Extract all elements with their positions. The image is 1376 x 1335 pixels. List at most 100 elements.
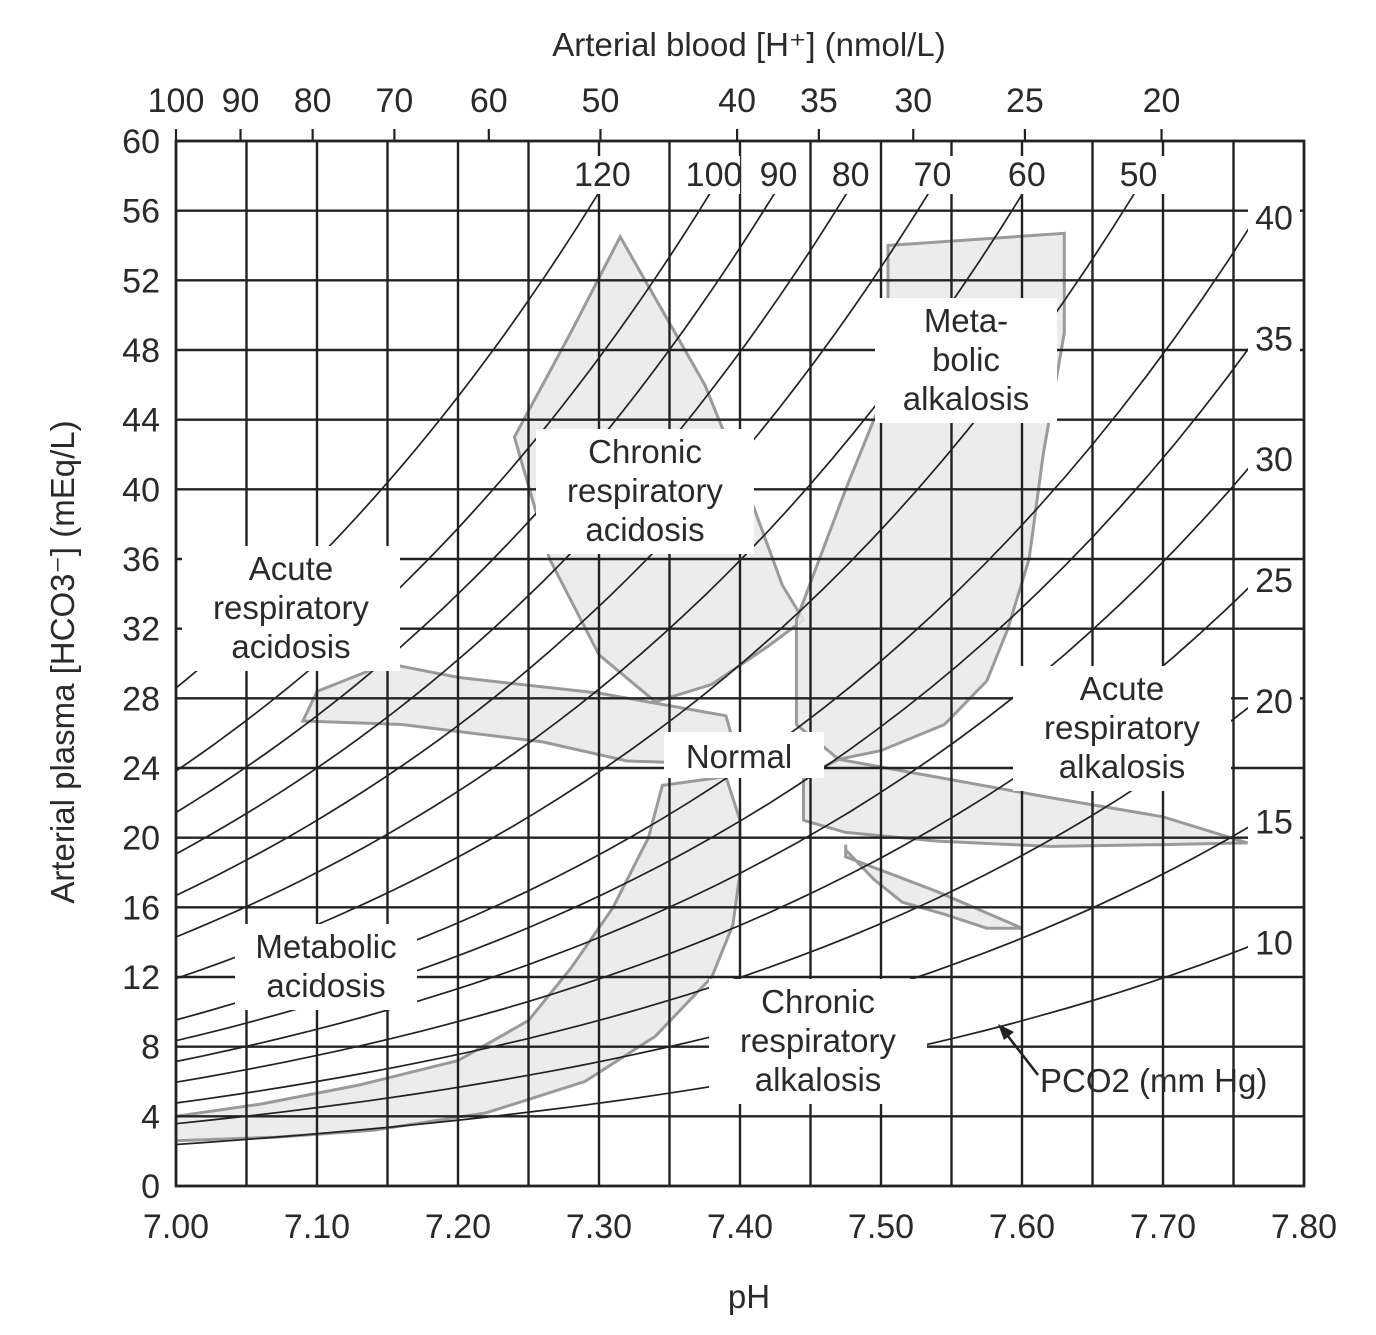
pco2-isopleth-label: 30 <box>1255 441 1293 479</box>
y-tick-label: 52 <box>122 262 160 300</box>
region-label-bg <box>875 298 1057 423</box>
pco2-isopleth-label: 25 <box>1255 562 1293 600</box>
isopleth-label-bg <box>1248 562 1300 601</box>
y-tick-label: 4 <box>141 1098 160 1136</box>
region-label: respiratory <box>740 1022 896 1059</box>
pco2-isopleth-layer: 120 100 90 80 70 60 50 40 35 30 25 20 15 10 <box>175 156 1300 1146</box>
top-tick-label: 25 <box>1006 82 1044 120</box>
isopleth-label-bg <box>906 156 959 194</box>
top-axis-title: Arterial blood [H⁺] (nmol/L) <box>552 26 945 63</box>
isopleth-label-bg <box>752 156 805 194</box>
region-label: respiratory <box>213 589 369 626</box>
pco2-isopleth-label: 90 <box>760 156 798 194</box>
pco2-isopleth-80 <box>175 192 848 855</box>
region-label: respiratory <box>1044 709 1200 746</box>
region-label: Acute <box>1080 670 1164 707</box>
pco2-legend-arrowhead <box>998 1024 1014 1040</box>
pco2-isopleth-90 <box>175 192 776 814</box>
pco2-isopleth-label: 100 <box>686 156 743 194</box>
pco2-isopleth-30 <box>175 460 1256 1063</box>
y-tick-label: 40 <box>122 471 160 509</box>
top-tick-label: 100 <box>148 82 205 120</box>
y-tick-label: 12 <box>122 959 160 997</box>
top-tick-label: 50 <box>582 82 620 120</box>
x-tick-label: 7.80 <box>1271 1208 1337 1246</box>
region-label: acidosis <box>585 511 704 548</box>
pco2-isopleth-label: 35 <box>1255 320 1293 358</box>
top-tick-label: 30 <box>894 82 932 120</box>
isopleth-label-bg <box>1248 803 1300 842</box>
pco2-legend: PCO2 (mm Hg) <box>998 1024 1267 1099</box>
pco2-isopleth-label: 10 <box>1255 924 1293 962</box>
x-tick-label: 7.10 <box>284 1208 350 1246</box>
pco2-isopleth-label: 60 <box>1008 156 1046 194</box>
top-tick-label: 20 <box>1143 82 1181 120</box>
y-tick-label: 20 <box>122 820 160 858</box>
region-chronic-respiratory-alkalosis <box>844 844 1023 930</box>
y-tick-label: 48 <box>122 332 160 370</box>
isopleth-label-bg <box>688 156 741 194</box>
pco2-isopleth-label: 70 <box>914 156 952 194</box>
region-label-layer: AcuterespiratoryacidosisChronicrespirato… <box>182 298 1231 1104</box>
y-tick-label: 16 <box>122 889 160 927</box>
y-axis-title: Arterial plasma [HCO3⁻] (mEq/L) <box>44 420 81 903</box>
pco2-isopleth-label: 50 <box>1120 156 1158 194</box>
plot-frame <box>174 139 1306 1188</box>
isopleth-label-bg <box>1248 320 1300 359</box>
x-tick-label: 7.70 <box>1130 1208 1196 1246</box>
x-tick-label: 7.30 <box>566 1208 632 1246</box>
region-label: alkalosis <box>1059 748 1186 785</box>
y-tick-label: 56 <box>122 193 160 231</box>
region-label-bg <box>1013 666 1231 791</box>
pco2-isopleth-label: 20 <box>1255 683 1293 721</box>
region-label-bg <box>709 979 927 1104</box>
y-tick-label: 0 <box>141 1168 160 1206</box>
isopleth-label-bg <box>1248 441 1300 480</box>
region-acute-respiratory-acidosis <box>300 661 743 767</box>
x-tick-label: 7.20 <box>425 1208 491 1246</box>
region-label: Chronic <box>761 983 875 1020</box>
top-tick-label: 60 <box>470 82 508 120</box>
top-tick-label: 70 <box>375 82 413 120</box>
y-tick-label: 8 <box>141 1029 160 1067</box>
x-axis-title: pH <box>728 1278 770 1315</box>
region-label: bolic <box>932 341 1000 378</box>
region-acute-respiratory-alkalosis <box>802 757 1249 848</box>
y-tick-label: 28 <box>122 680 160 718</box>
normal-label: Normal <box>686 738 792 775</box>
top-tick-label: 80 <box>294 82 332 120</box>
region-label: acidosis <box>266 967 385 1004</box>
top-tick-label: 90 <box>222 82 260 120</box>
y-tick-label: 24 <box>122 750 160 788</box>
y-tick-label: 44 <box>122 402 160 440</box>
region-label-bg <box>182 546 400 671</box>
pco2-isopleth-label: 40 <box>1255 200 1293 238</box>
isopleth-label-bg <box>824 156 877 194</box>
pco2-isopleth-label: 15 <box>1255 804 1293 842</box>
isopleth-label-bg <box>1000 156 1053 194</box>
y-tick-label: 32 <box>122 611 160 649</box>
y-tick-label: 36 <box>122 541 160 579</box>
y-tick-label: 60 <box>122 123 160 161</box>
isopleth-label-bg <box>576 156 629 194</box>
region-label: Chronic <box>588 433 702 470</box>
region-label: Acute <box>249 550 333 587</box>
top-tick-label: 35 <box>800 82 838 120</box>
x-tick-label: 7.00 <box>143 1208 209 1246</box>
region-label: Meta- <box>924 302 1008 339</box>
pco2-isopleth-label: 120 <box>574 156 631 194</box>
region-label: alkalosis <box>755 1061 882 1098</box>
pco2-legend-label: PCO2 (mm Hg) <box>1040 1062 1267 1099</box>
isopleth-label-bg <box>1248 924 1300 963</box>
x-tick-label: 7.50 <box>848 1208 914 1246</box>
pco2-legend-arrow-line <box>1002 1030 1040 1076</box>
pco2-isopleth-label: 80 <box>832 156 870 194</box>
pco2-isopleth-100 <box>175 192 711 772</box>
x-tick-label: 7.60 <box>989 1208 1055 1246</box>
region-label-bg <box>536 429 754 554</box>
region-label: acidosis <box>231 628 350 665</box>
region-label: respiratory <box>567 472 723 509</box>
top-tick-label: 40 <box>718 82 756 120</box>
